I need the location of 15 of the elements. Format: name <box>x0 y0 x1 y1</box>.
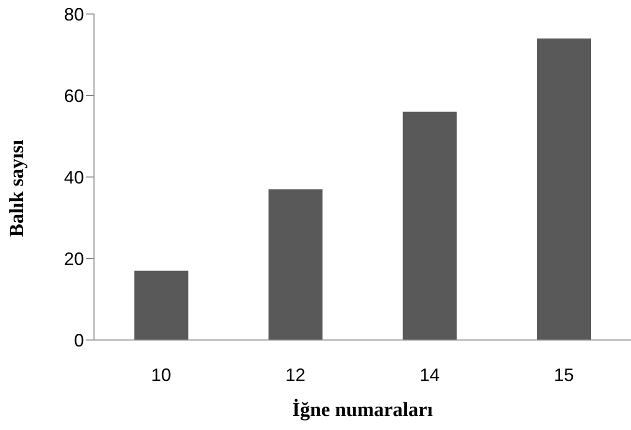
bar <box>268 189 323 340</box>
bar <box>134 270 188 340</box>
y-tick-label: 60 <box>64 86 84 106</box>
x-axis-title: İğne numaraları <box>292 398 434 421</box>
bar <box>402 112 457 340</box>
x-tick-label: 15 <box>554 364 574 385</box>
y-tick-label: 40 <box>64 167 84 188</box>
y-tick-label: 80 <box>64 4 84 24</box>
y-axis-title: Balık sayısı <box>6 139 28 237</box>
y-tick-label: 20 <box>64 248 84 269</box>
x-tick-label: 12 <box>285 364 306 385</box>
bar <box>537 38 592 340</box>
y-tick-label: 0 <box>74 330 84 350</box>
x-tick-label: 14 <box>420 364 440 385</box>
x-tick-label: 10 <box>151 364 172 385</box>
